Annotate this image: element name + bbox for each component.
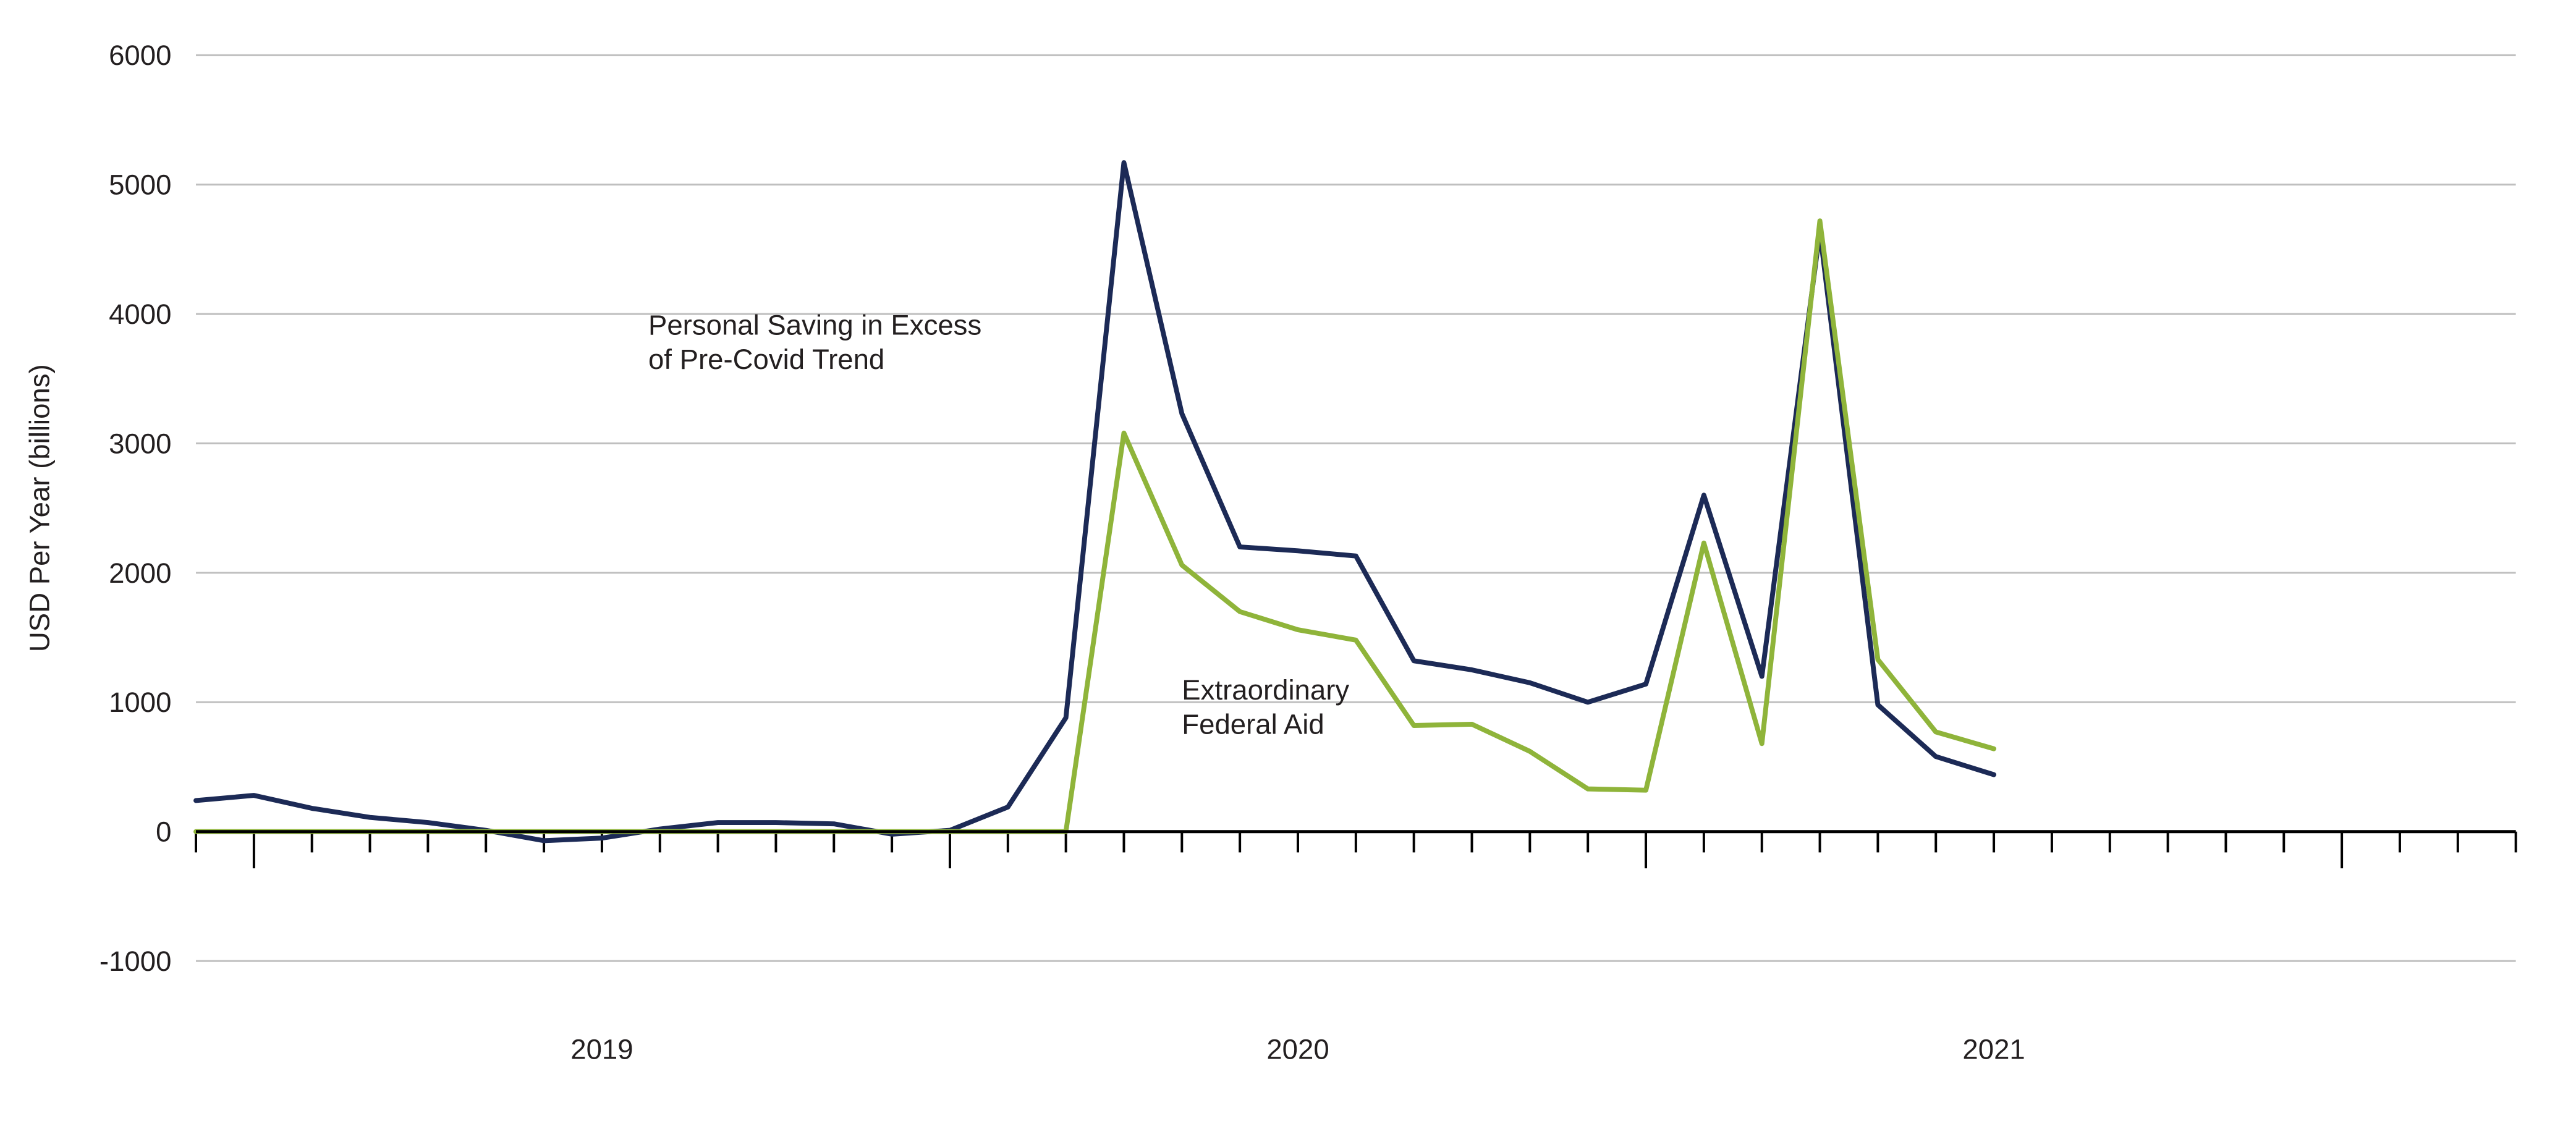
y-axis-label: USD Per Year (billions) [23,364,55,652]
y-tick-label: 6000 [109,40,171,71]
y-tick-label: 1000 [109,687,171,718]
x-year-label: 2021 [1962,1034,2025,1065]
y-tick-label: 4000 [109,298,171,330]
annotation-federal_aid: ExtraordinaryFederal Aid [1182,674,1349,740]
x-axis-labels: 2019 2020 2021 [570,1034,2025,1065]
x-axis-ticks [196,832,2516,868]
chart-series [196,163,1994,840]
y-axis-ticks: -1000 0 1000 2000 3000 4000 5000 6000 [100,40,172,977]
series-annotations: Personal Saving in Excessof Pre-Covid Tr… [648,310,1349,740]
x-year-label: 2020 [1266,1034,1329,1065]
y-tick-label: 0 [156,816,171,848]
gridlines [196,55,2516,961]
y-tick-label: 2000 [109,557,171,589]
savings-line-chart: USD Per Year (billions) -1000 0 1000 2000 30… [6,12,2557,1136]
annotation-personal_saving: Personal Saving in Excessof Pre-Covid Tr… [648,310,981,375]
chart-container: USD Per Year (billions) -1000 0 1000 2000 30… [0,0,2576,1142]
y-tick-label: -1000 [100,945,172,977]
y-tick-label: 3000 [109,428,171,459]
series-personal_saving [196,163,1994,840]
x-year-label: 2019 [570,1034,633,1065]
series-federal_aid [196,221,1994,831]
y-tick-label: 5000 [109,169,171,201]
